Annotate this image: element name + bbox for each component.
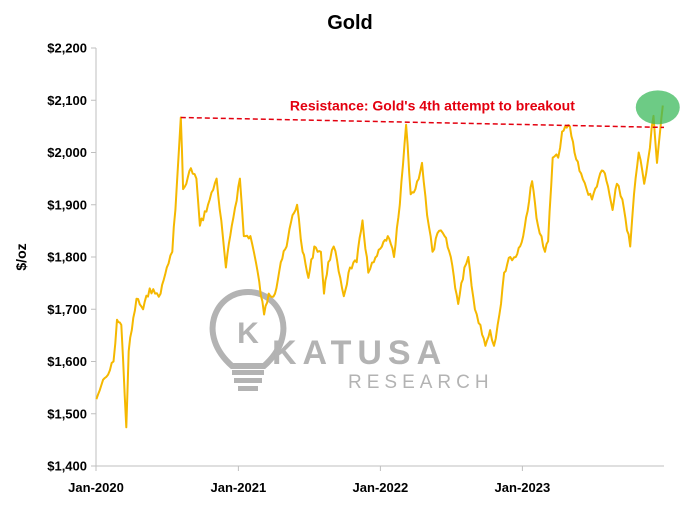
y-tick-label: $1,600 bbox=[47, 354, 87, 369]
x-tick-label: Jan-2022 bbox=[353, 480, 409, 495]
y-tick-label: $1,800 bbox=[47, 250, 87, 265]
x-axis-ticks: Jan-2020 Jan-2021 Jan-2022 Jan-2023 bbox=[68, 466, 550, 495]
y-axis-ticks: $1,400 $1,500 $1,600 $1,700 $1,800 $1,900 $2,0… bbox=[47, 41, 96, 474]
y-tick-label: $1,400 bbox=[47, 459, 87, 474]
lightbulb-logo-icon: K bbox=[209, 288, 287, 391]
x-tick-label: Jan-2023 bbox=[495, 480, 551, 495]
y-axis-label: $/oz bbox=[13, 243, 29, 270]
watermark-name: KATUSA bbox=[272, 334, 447, 372]
y-tick-label: $2,200 bbox=[47, 41, 87, 56]
breakout-highlight-circle bbox=[635, 90, 680, 125]
resistance-line bbox=[180, 116, 665, 129]
x-tick-label: Jan-2021 bbox=[211, 480, 267, 495]
x-tick-label: Jan-2020 bbox=[68, 480, 124, 495]
resistance-label: Resistance: Gold's 4th attempt to breako… bbox=[290, 97, 575, 113]
y-tick-label: $1,700 bbox=[47, 302, 87, 317]
y-tick-label: $2,000 bbox=[47, 145, 87, 160]
gold-price-series-line bbox=[95, 105, 664, 429]
watermark-subtitle: RESEARCH bbox=[348, 372, 494, 393]
annotation-layer: Resistance: Gold's 4th attempt to breako… bbox=[180, 90, 680, 129]
chart-title: Gold bbox=[327, 12, 373, 34]
y-tick-label: $2,100 bbox=[47, 93, 87, 108]
series-layer bbox=[95, 105, 664, 429]
y-tick-label: $1,900 bbox=[47, 197, 87, 212]
watermark: K KATUSA RESEARCH bbox=[209, 288, 494, 393]
watermark-logo-letter: K bbox=[237, 317, 259, 350]
y-tick-label: $1,500 bbox=[47, 406, 87, 421]
